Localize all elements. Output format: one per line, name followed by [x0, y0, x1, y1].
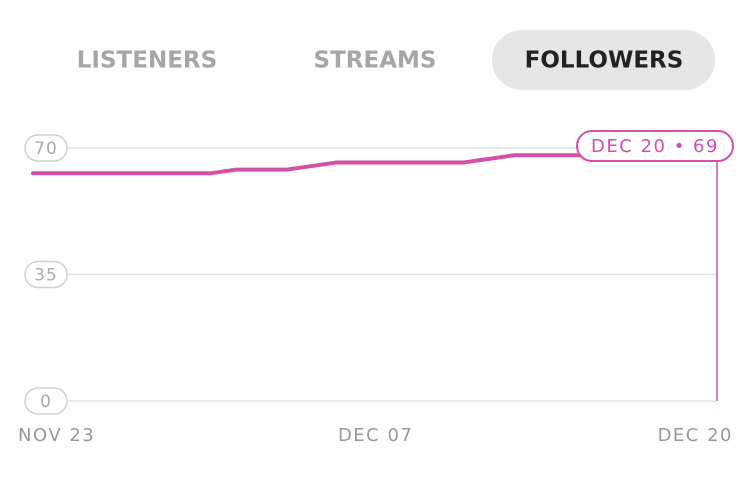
y-tick-label: 35: [34, 266, 58, 286]
tab[interactable]: FOLLOWERS: [525, 48, 684, 74]
x-tick-label: DEC 07: [338, 425, 413, 446]
tab[interactable]: STREAMS: [314, 48, 437, 74]
tab[interactable]: LISTENERS: [77, 48, 217, 74]
x-tick-label: DEC 20: [658, 425, 733, 446]
y-tick-pill: [24, 260, 68, 289]
y-tick-label: 70: [34, 139, 58, 159]
tooltip-bg: [576, 130, 734, 162]
x-tick-label: NOV 23: [18, 425, 95, 446]
y-tick-pill: [24, 387, 68, 415]
y-tick-label: 0: [40, 392, 52, 412]
tooltip-text: DEC 20 • 69: [591, 136, 719, 157]
tab-selected-bg: [492, 30, 715, 90]
y-tick-pill: [24, 134, 68, 162]
